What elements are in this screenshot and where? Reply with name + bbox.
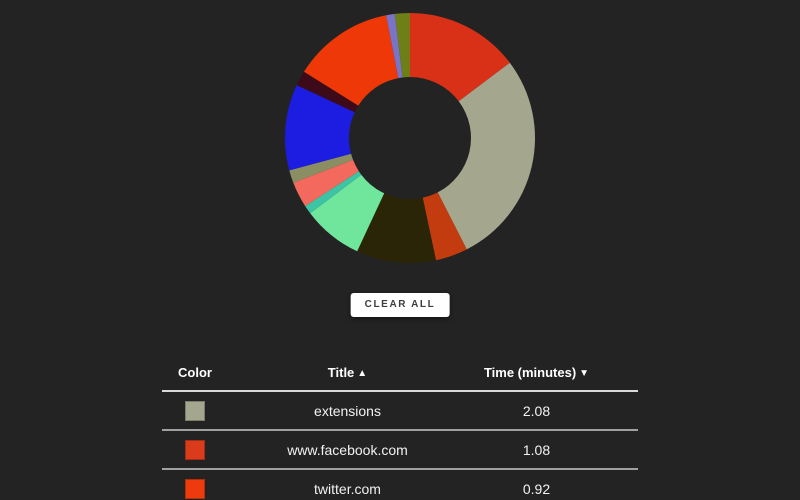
site-time: 0.92 [522,480,551,497]
column-header-color: Color [178,365,212,380]
donut-segment[interactable] [293,159,359,207]
site-title: twitter.com [314,480,381,497]
donut-segment[interactable] [310,174,385,252]
donut-chart-svg[interactable] [284,12,536,264]
donut-segment[interactable] [289,153,354,183]
table-row: twitter.com 0.92 [162,470,638,500]
donut-segment-extensions[interactable] [437,62,536,250]
donut-segment[interactable] [422,192,467,261]
column-header-title[interactable]: Title ▲ [228,365,467,380]
color-swatch [185,439,205,460]
donut-segment[interactable] [296,71,359,113]
column-header-title-label: Title [327,365,355,380]
table-header-row: Color Title ▲ Time (minutes) ▼ [162,355,638,392]
sort-descending-icon: ▼ [579,368,590,379]
donut-segment-twitter.com[interactable] [303,15,399,106]
site-title: www.facebook.com [287,441,408,458]
time-donut-chart [284,12,536,264]
donut-segment-www.facebook.com[interactable] [410,13,510,102]
table-row: www.facebook.com 1.08 [162,431,638,470]
column-header-time[interactable]: Time (minutes) ▼ [467,365,638,380]
time-table: Color Title ▲ Time (minutes) ▼ extensions … [162,355,638,500]
column-header-time-label: Time (minutes) [483,365,577,380]
sort-ascending-icon: ▲ [357,368,368,379]
donut-segment[interactable] [284,85,355,171]
donut-segment[interactable] [357,193,436,264]
clear-all-button[interactable]: CLEAR ALL [350,293,450,317]
table-cell-color [162,478,228,499]
donut-segment[interactable] [305,171,362,214]
donut-segment[interactable] [394,13,410,78]
site-time: 1.08 [522,441,551,458]
site-title: extensions [314,402,381,419]
color-swatch [185,478,205,499]
table-row: extensions 2.08 [162,392,638,431]
table-cell-color [162,439,228,460]
color-swatch [185,400,205,421]
donut-segment[interactable] [386,13,403,79]
table-cell-color [162,400,228,421]
site-time: 2.08 [522,402,551,419]
